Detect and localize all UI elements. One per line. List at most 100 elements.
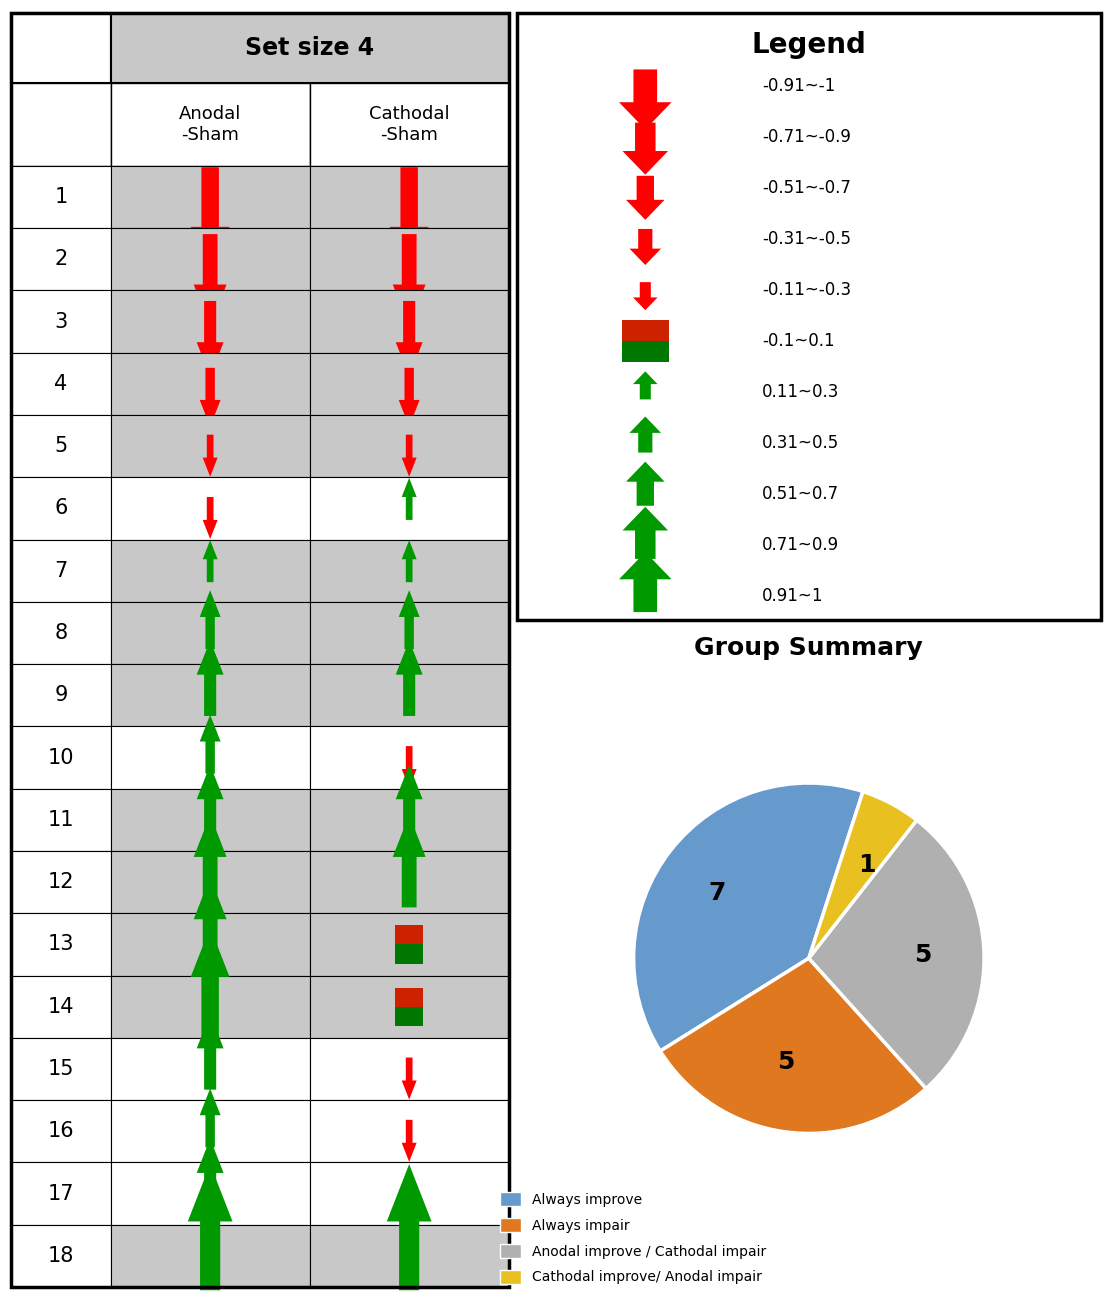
Polygon shape <box>197 641 224 716</box>
Polygon shape <box>191 927 229 1036</box>
Polygon shape <box>197 764 224 841</box>
Bar <box>309 83 508 166</box>
Text: 5: 5 <box>777 1050 794 1074</box>
Text: 6: 6 <box>54 498 68 519</box>
Text: -0.1~0.1: -0.1~0.1 <box>762 332 835 350</box>
Text: 1: 1 <box>54 187 68 207</box>
Legend: Always improve, Always impair, Anodal improve / Cathodal impair, Cathodal improv: Always improve, Always impair, Anodal im… <box>495 1187 772 1290</box>
Polygon shape <box>188 1164 232 1291</box>
Polygon shape <box>401 434 417 477</box>
Bar <box>110 914 309 975</box>
Polygon shape <box>200 1088 220 1148</box>
Text: 1: 1 <box>858 853 875 878</box>
Bar <box>11 1162 110 1225</box>
Text: 5: 5 <box>54 437 68 456</box>
Bar <box>110 1225 309 1287</box>
Polygon shape <box>393 815 426 907</box>
Wedge shape <box>808 792 916 958</box>
Bar <box>309 1162 508 1225</box>
Bar <box>110 727 309 789</box>
Polygon shape <box>619 552 672 612</box>
Bar <box>11 975 110 1037</box>
Polygon shape <box>197 1139 224 1214</box>
Bar <box>11 540 110 602</box>
Polygon shape <box>396 764 423 841</box>
Bar <box>11 13 110 83</box>
Text: 4: 4 <box>54 374 68 394</box>
Polygon shape <box>202 541 218 582</box>
Text: 11: 11 <box>48 810 75 829</box>
Bar <box>110 1162 309 1225</box>
Polygon shape <box>401 1057 417 1100</box>
Bar <box>309 229 508 290</box>
Text: 5: 5 <box>914 942 931 967</box>
Bar <box>622 320 668 341</box>
Text: Anodal
-Sham: Anodal -Sham <box>179 105 241 144</box>
Bar <box>309 166 508 229</box>
Text: 12: 12 <box>48 872 75 892</box>
Bar <box>309 1037 508 1100</box>
Bar <box>309 602 508 664</box>
Text: 3: 3 <box>54 312 68 332</box>
Bar <box>11 727 110 789</box>
Bar <box>309 1100 508 1162</box>
Bar <box>396 926 423 944</box>
Bar <box>11 290 110 352</box>
Text: 18: 18 <box>48 1245 75 1266</box>
Polygon shape <box>399 590 419 649</box>
Bar <box>11 83 110 166</box>
Text: Cathodal
-Sham: Cathodal -Sham <box>369 105 449 144</box>
Bar <box>11 415 110 477</box>
Polygon shape <box>401 541 417 582</box>
Bar <box>309 415 508 477</box>
Bar <box>110 477 309 540</box>
Polygon shape <box>200 715 220 774</box>
Bar <box>110 852 309 914</box>
Bar <box>11 664 110 727</box>
Bar <box>309 540 508 602</box>
Bar <box>110 789 309 852</box>
Bar <box>110 229 309 290</box>
Polygon shape <box>633 282 657 311</box>
Polygon shape <box>202 497 218 540</box>
Text: 0.51~0.7: 0.51~0.7 <box>762 485 840 503</box>
Bar <box>110 415 309 477</box>
Polygon shape <box>393 234 426 326</box>
Text: 7: 7 <box>708 881 726 906</box>
Bar <box>309 914 508 975</box>
Polygon shape <box>629 416 661 452</box>
Wedge shape <box>661 958 926 1134</box>
Text: -0.11~-0.3: -0.11~-0.3 <box>762 281 851 299</box>
Title: Group Summary: Group Summary <box>695 636 923 660</box>
Text: 10: 10 <box>48 747 75 767</box>
Text: -0.51~-0.7: -0.51~-0.7 <box>762 179 851 196</box>
Bar <box>309 290 508 352</box>
Polygon shape <box>396 302 423 377</box>
Bar <box>110 1100 309 1162</box>
Polygon shape <box>193 878 227 970</box>
Text: -0.71~-0.9: -0.71~-0.9 <box>762 127 851 146</box>
Bar <box>11 602 110 664</box>
Polygon shape <box>197 302 224 377</box>
Polygon shape <box>396 641 423 716</box>
Bar <box>110 975 309 1037</box>
Text: 14: 14 <box>48 997 75 1017</box>
Bar <box>309 975 508 1037</box>
Bar <box>11 1037 110 1100</box>
Bar <box>396 988 423 1006</box>
Bar <box>110 13 508 83</box>
Bar <box>110 602 309 664</box>
Text: 8: 8 <box>54 623 68 644</box>
Polygon shape <box>191 168 229 277</box>
Text: -0.91~-1: -0.91~-1 <box>762 77 835 95</box>
Text: 15: 15 <box>48 1060 75 1079</box>
Polygon shape <box>399 368 419 426</box>
Polygon shape <box>623 507 668 559</box>
Bar <box>11 166 110 229</box>
Polygon shape <box>626 176 665 220</box>
Bar <box>396 1006 423 1026</box>
Bar <box>309 789 508 852</box>
Text: 13: 13 <box>48 935 75 954</box>
Bar <box>11 1225 110 1287</box>
Bar <box>11 229 110 290</box>
